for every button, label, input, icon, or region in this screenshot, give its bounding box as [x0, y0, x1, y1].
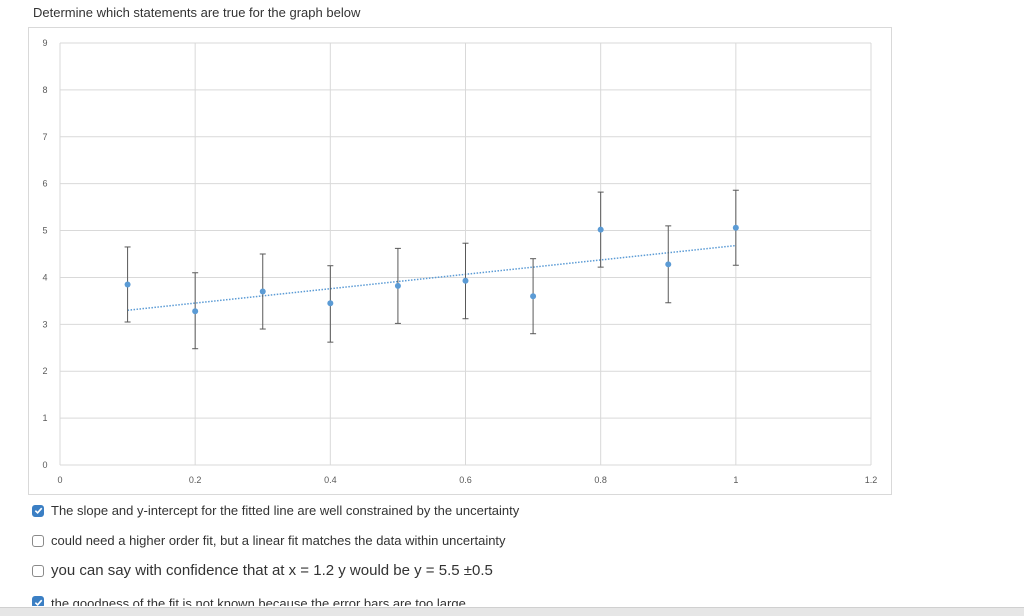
option-1[interactable]: The slope and y-intercept for the fitted…: [32, 503, 519, 518]
option-1-label: The slope and y-intercept for the fitted…: [51, 503, 520, 518]
y-tick-label: 4: [42, 272, 47, 282]
data-point: [597, 226, 604, 233]
option-1-checkbox[interactable]: [32, 504, 44, 517]
x-tick-label: 0.8: [594, 475, 607, 485]
y-tick-label: 7: [42, 132, 47, 142]
data-point: [530, 293, 537, 300]
scatter-chart: 0 1 2 3 4 5 6 7 8 9 0 0.2 0.4 0.6 0.8 1 1.2: [42, 38, 878, 485]
data-point: [394, 282, 401, 289]
data-point: [327, 300, 334, 307]
chart: 0 1 2 3 4 5 6 7 8 9 0 0.2 0.4 0.6 0.8 1 1.2: [28, 27, 892, 495]
option-4-checkbox[interactable]: [32, 596, 44, 606]
y-tick-label: 6: [42, 179, 47, 189]
y-tick-label: 5: [42, 226, 47, 236]
check-icon: [34, 507, 42, 515]
option-3-checkbox[interactable]: [32, 564, 44, 577]
data-point: [124, 281, 131, 288]
option-2-checkbox[interactable]: [32, 534, 44, 547]
option-3[interactable]: you can say with confidence that at x = …: [32, 562, 493, 579]
x-tick-label: 0.4: [324, 475, 337, 485]
data-point: [192, 308, 199, 315]
data-point: [462, 277, 469, 284]
data-point: [732, 224, 739, 231]
y-tick-label: 8: [42, 85, 47, 95]
option-2[interactable]: could need a higher order fit, but a lin…: [32, 533, 506, 548]
x-tick-label: 0.6: [459, 475, 472, 485]
option-3-label: you can say with confidence that at x = …: [51, 562, 493, 579]
y-tick-label: 3: [42, 319, 47, 329]
bottom-scrollbar[interactable]: [0, 607, 1024, 616]
option-4[interactable]: the goodness of the fit is not known bec…: [32, 596, 466, 606]
option-4-label: the goodness of the fit is not known bec…: [51, 596, 466, 606]
y-tick-label: 2: [42, 366, 47, 376]
data-point: [665, 261, 672, 268]
check-icon: [34, 599, 42, 606]
x-tick-label: 1: [733, 475, 738, 485]
x-tick-label: 0: [57, 475, 62, 485]
y-tick-label: 0: [42, 460, 47, 470]
data-point: [259, 288, 266, 295]
option-2-label: could need a higher order fit, but a lin…: [51, 533, 506, 548]
x-tick-label: 0.2: [189, 475, 202, 485]
y-tick-label: 9: [42, 38, 47, 48]
y-tick-label: 1: [42, 413, 47, 423]
question-text: Determine which statements are true for …: [33, 5, 361, 20]
x-tick-label: 1.2: [865, 475, 878, 485]
